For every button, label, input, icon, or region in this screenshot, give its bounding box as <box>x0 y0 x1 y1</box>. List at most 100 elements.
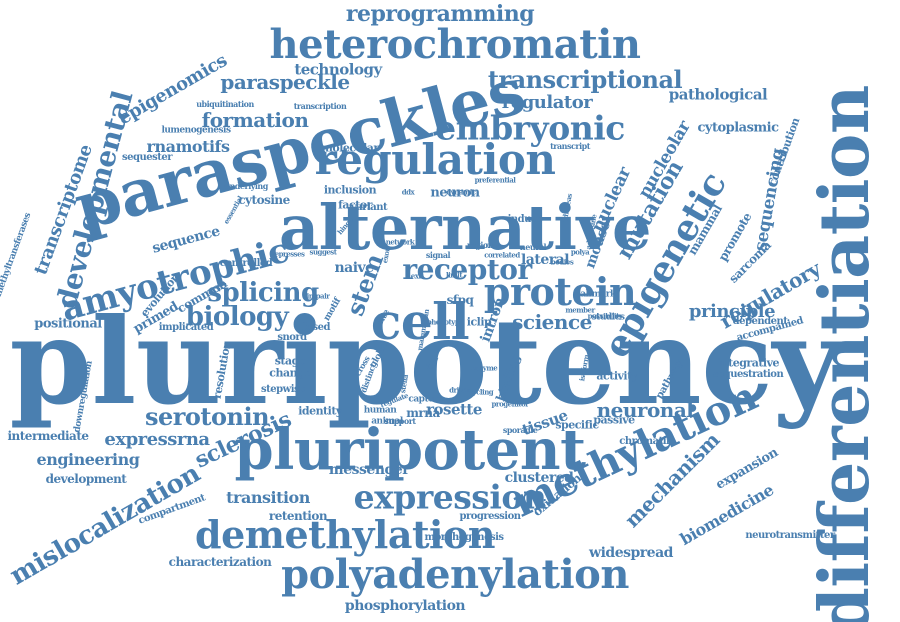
word: serotonin <box>144 402 270 431</box>
word: phenotype <box>426 317 464 327</box>
word: hallmark <box>574 289 616 300</box>
word: transcription <box>293 101 347 111</box>
word: paraspeckle <box>220 70 350 94</box>
word: bodies <box>550 257 574 267</box>
word: enzyme <box>470 363 498 373</box>
word: animal <box>371 416 403 427</box>
word: polya <box>570 247 590 257</box>
word: dependent <box>732 316 788 327</box>
word: sequestration <box>712 369 784 380</box>
word: expression <box>353 477 547 517</box>
word: activity <box>596 369 638 383</box>
word: embryonic <box>435 108 625 148</box>
word: limit <box>445 270 463 280</box>
word: human <box>363 405 397 416</box>
word: stepwise <box>260 384 306 395</box>
word: reprogramming <box>345 1 535 27</box>
word: cytosine <box>238 193 290 207</box>
word: network <box>385 237 415 247</box>
word: factor <box>338 198 372 212</box>
word: passive <box>593 413 635 427</box>
word: suggest <box>309 247 337 257</box>
word: cytoplasmic <box>697 120 779 136</box>
word: rnamotifs <box>146 137 230 156</box>
word: neurotransmitter <box>745 530 835 541</box>
word: region <box>466 240 494 250</box>
word: member <box>565 305 595 315</box>
word: exit <box>410 271 424 281</box>
word: principle <box>688 301 776 322</box>
word: mrna <box>406 406 440 420</box>
word: dynamic <box>446 187 476 197</box>
word: science <box>512 310 592 334</box>
word: exon <box>380 246 392 264</box>
word: morphogenesis <box>424 532 505 543</box>
word: lateral <box>520 252 570 268</box>
word: phosphorylation <box>344 598 466 614</box>
word: correlated <box>484 250 520 260</box>
word: studies <box>591 312 625 323</box>
word: expressrna <box>104 429 210 450</box>
word: progression <box>459 511 521 522</box>
word: stage <box>274 354 306 368</box>
word: protein <box>483 269 637 314</box>
word: inclusion <box>323 183 377 197</box>
word: characterization <box>168 555 272 569</box>
word: chromatin <box>619 436 673 447</box>
word: induce <box>507 214 543 225</box>
word: ubiquitination <box>196 99 254 109</box>
word: alternative <box>279 191 651 264</box>
word: cell <box>370 292 470 351</box>
word: integrative <box>716 356 780 370</box>
word: ddx <box>401 187 415 197</box>
word: splicing <box>207 278 319 308</box>
word: preferential <box>474 175 516 185</box>
word: lumenogenesis <box>161 125 231 136</box>
word: retention <box>268 509 328 523</box>
word: fused <box>301 322 331 333</box>
word: sequester <box>122 152 173 163</box>
word: possibility <box>587 311 623 321</box>
word: development <box>45 472 127 486</box>
word: pluripotent <box>234 417 586 483</box>
word: regulation <box>314 135 556 184</box>
word: positional <box>34 316 102 332</box>
word: formation <box>201 108 309 132</box>
word: variant <box>350 202 388 213</box>
word: underlying <box>224 181 268 191</box>
word: change <box>269 366 311 380</box>
word: support <box>384 416 416 426</box>
word: widespread <box>589 545 673 561</box>
word: transcriptional <box>487 65 683 94</box>
word: controlled <box>219 258 273 269</box>
word: snord <box>277 332 307 343</box>
word: pluripotency <box>9 292 841 431</box>
word: polyadenylation <box>281 551 629 598</box>
word: progenitor <box>491 399 529 409</box>
word: methyltransferases <box>0 211 34 298</box>
word: messenger <box>328 462 410 478</box>
word: sporadic <box>502 425 538 435</box>
word: rosette <box>426 400 482 419</box>
word: identity <box>298 404 342 418</box>
word: differentiation <box>805 85 885 622</box>
word: implicated <box>158 322 214 333</box>
word: molecular <box>321 141 379 155</box>
word: demethylation <box>195 512 495 557</box>
word: clustered <box>504 470 574 486</box>
word: driven <box>449 385 471 395</box>
word: naive <box>334 260 374 276</box>
word: receptor <box>402 253 532 286</box>
word: transition <box>226 488 310 507</box>
word: intermediate <box>7 429 89 443</box>
word: heterochromatin <box>269 21 641 68</box>
word: iclip <box>466 315 492 329</box>
word: pathological <box>668 85 768 104</box>
word: signal <box>425 250 451 260</box>
word: regulator <box>501 92 593 113</box>
word: specific <box>555 418 599 432</box>
word: neuron <box>430 185 480 201</box>
word: engineering <box>36 450 140 469</box>
word: sfpq <box>446 293 474 307</box>
